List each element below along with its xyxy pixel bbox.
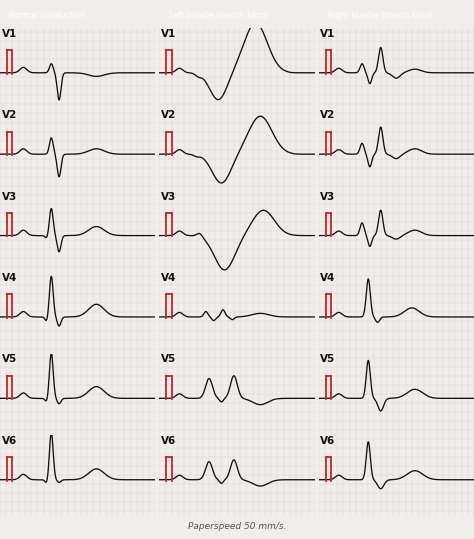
- Text: V1: V1: [161, 29, 176, 39]
- Text: V4: V4: [320, 273, 336, 283]
- Text: V1: V1: [1, 29, 17, 39]
- Text: V5: V5: [320, 355, 335, 364]
- Text: V3: V3: [161, 192, 176, 202]
- Text: V6: V6: [1, 436, 17, 446]
- Text: V2: V2: [320, 110, 335, 120]
- Text: V4: V4: [161, 273, 176, 283]
- Text: V5: V5: [1, 355, 17, 364]
- Text: Right bundle branch block: Right bundle branch block: [328, 11, 434, 19]
- Text: V6: V6: [161, 436, 176, 446]
- Text: V2: V2: [161, 110, 176, 120]
- Text: V2: V2: [1, 110, 17, 120]
- Text: V3: V3: [1, 192, 17, 202]
- Text: V1: V1: [320, 29, 335, 39]
- Text: V6: V6: [320, 436, 335, 446]
- Text: V5: V5: [161, 355, 176, 364]
- Text: Left bundle branch block: Left bundle branch block: [169, 11, 268, 19]
- Text: V4: V4: [1, 273, 17, 283]
- Text: Normal conduction: Normal conduction: [9, 11, 86, 19]
- Text: V3: V3: [320, 192, 335, 202]
- Text: Paperspeed 50 mm/s.: Paperspeed 50 mm/s.: [188, 522, 286, 531]
